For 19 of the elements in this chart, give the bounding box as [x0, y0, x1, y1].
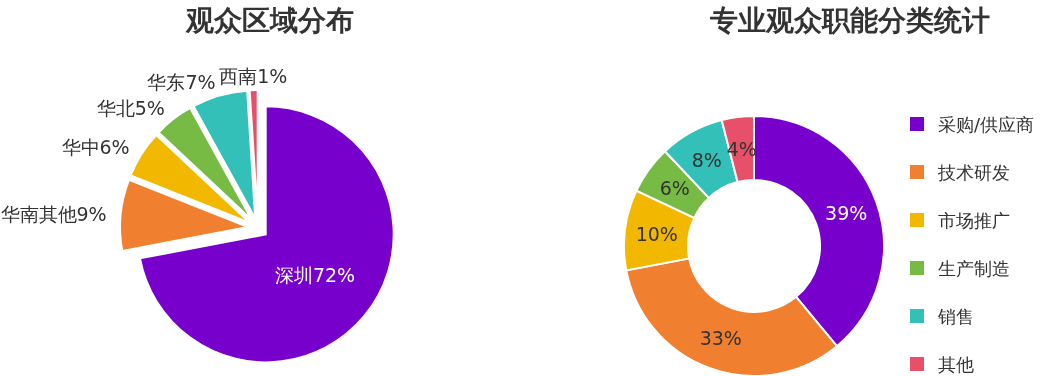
data-label: 6% [659, 177, 690, 200]
data-label: 8% [691, 149, 722, 172]
legend-label: 销售 [937, 305, 974, 327]
slice-label: 华南其他9% [0, 202, 107, 225]
chart-title: 观众区域分布 [185, 3, 354, 37]
data-label: 33% [699, 327, 742, 350]
chart-title: 专业观众职能分类统计 [709, 3, 990, 37]
slice-label: 华中6% [61, 135, 130, 158]
legend-label: 市场推广 [938, 209, 1010, 231]
data-label: 39% [825, 201, 868, 224]
legend-label: 生产制造 [938, 257, 1010, 279]
slice-label: 西南1% [219, 65, 288, 88]
slice-label: 深圳72% [274, 264, 356, 287]
data-label: 10% [635, 222, 678, 245]
slice-label: 华东7% [147, 71, 216, 94]
legend-label: 技术研发 [937, 161, 1010, 183]
legend-label: 其他 [938, 353, 974, 375]
legend-label: 采购/供应商 [938, 113, 1035, 135]
slice-label: 华北5% [96, 96, 165, 119]
